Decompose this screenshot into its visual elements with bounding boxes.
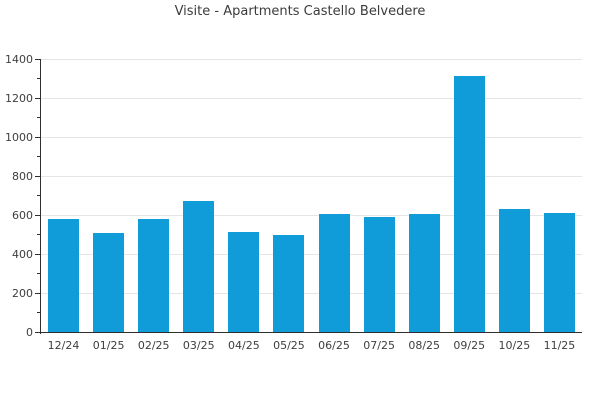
x-tick-label-09/25: 09/25: [453, 339, 486, 352]
x-tick-label-12/24: 12/24: [47, 339, 80, 352]
bar-07/25[interactable]: [363, 216, 395, 332]
y-minor-tick-300: [37, 273, 40, 274]
bar-05/25[interactable]: [273, 234, 305, 332]
plot-area: [41, 59, 582, 332]
y-tick-label-200: 200: [12, 287, 33, 300]
y-minor-tick-1300: [37, 78, 40, 79]
y-axis-line: [40, 59, 41, 334]
x-tick-label-07/25: 07/25: [363, 339, 395, 352]
bar-02/25[interactable]: [138, 218, 170, 332]
bar-11/25[interactable]: [543, 213, 575, 332]
y-minor-tick-700: [37, 195, 40, 196]
y-major-tick-1200: [35, 98, 40, 99]
gridline-y-400: [41, 254, 582, 255]
y-major-tick-400: [35, 254, 40, 255]
x-tick-label-08/25: 08/25: [408, 339, 441, 352]
y-tick-label-1400: 1400: [5, 53, 33, 66]
x-tick-label-02/25: 02/25: [137, 339, 170, 352]
y-tick-label-0: 0: [26, 326, 33, 339]
y-major-tick-0: [35, 332, 40, 333]
bar-12/24[interactable]: [48, 218, 80, 332]
gridline-y-1200: [41, 98, 582, 99]
bar-06/25[interactable]: [318, 214, 350, 332]
x-tick-label-10/25: 10/25: [498, 339, 531, 352]
y-major-tick-1400: [35, 59, 40, 60]
gridline-y-200: [41, 293, 582, 294]
bar-04/25[interactable]: [228, 231, 260, 332]
bar-01/25[interactable]: [93, 232, 125, 332]
x-tick-label-06/25: 06/25: [318, 339, 350, 352]
y-major-tick-200: [35, 293, 40, 294]
bar-10/25[interactable]: [498, 209, 530, 332]
y-minor-tick-900: [37, 156, 40, 157]
y-major-tick-1000: [35, 137, 40, 138]
y-major-tick-600: [35, 215, 40, 216]
bar-09/25[interactable]: [453, 75, 485, 332]
x-tick-label-05/25: 05/25: [273, 339, 305, 352]
y-major-tick-800: [35, 176, 40, 177]
bar-08/25[interactable]: [408, 214, 440, 332]
x-tick-label-03/25: 03/25: [182, 339, 215, 352]
gridline-y-1000: [41, 137, 582, 138]
chart-title: Visite - Apartments Castello Belvedere: [174, 4, 426, 19]
x-axis-line: [40, 332, 582, 333]
gridline-y-1400: [41, 59, 582, 60]
y-minor-tick-500: [37, 234, 40, 235]
gridline-y-800: [41, 176, 582, 177]
y-tick-label-600: 600: [12, 209, 33, 222]
y-minor-tick-100: [37, 312, 40, 313]
x-tick-label-11/25: 11/25: [543, 339, 576, 352]
y-tick-label-800: 800: [12, 170, 33, 183]
gridline-y-600: [41, 215, 582, 216]
y-minor-tick-1100: [37, 117, 40, 118]
y-tick-label-1000: 1000: [5, 131, 33, 144]
y-tick-label-400: 400: [12, 248, 33, 261]
bar-03/25[interactable]: [183, 201, 215, 332]
x-tick-label-04/25: 04/25: [228, 339, 260, 352]
x-tick-label-01/25: 01/25: [92, 339, 125, 352]
y-tick-label-1200: 1200: [5, 92, 33, 105]
